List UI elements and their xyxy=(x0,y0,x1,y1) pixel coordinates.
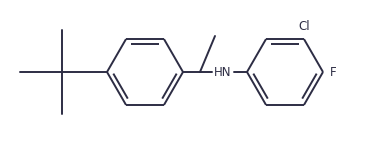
Text: F: F xyxy=(330,65,337,79)
Text: Cl: Cl xyxy=(298,20,310,33)
Text: HN: HN xyxy=(214,65,232,79)
